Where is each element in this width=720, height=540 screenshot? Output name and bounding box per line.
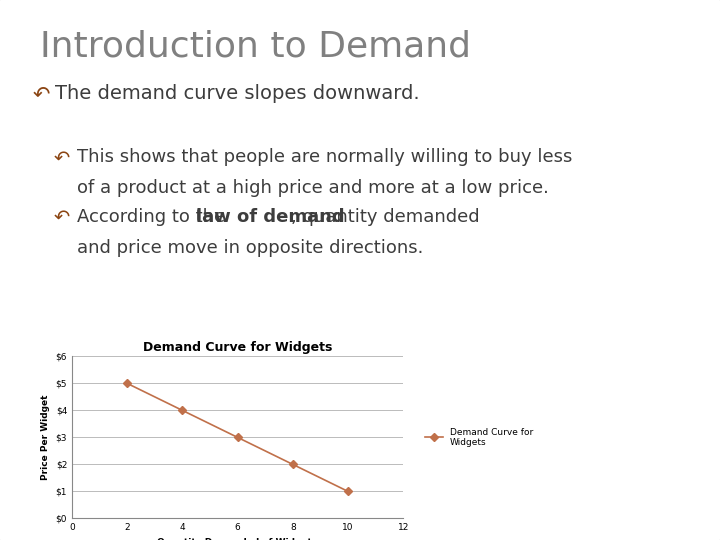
Text: According to the: According to the [77, 208, 231, 226]
Text: This shows that people are normally willing to buy less: This shows that people are normally will… [77, 148, 572, 166]
Demand Curve for
Widgets [343, 488, 352, 495]
Text: ↶: ↶ [54, 148, 71, 167]
Text: ↶: ↶ [54, 208, 71, 227]
Text: The demand curve slopes downward.: The demand curve slopes downward. [55, 84, 420, 103]
Y-axis label: Price Per Widget: Price Per Widget [41, 395, 50, 480]
Legend: Demand Curve for
Widgets: Demand Curve for Widgets [421, 424, 536, 451]
Text: and price move in opposite directions.: and price move in opposite directions. [77, 239, 423, 256]
X-axis label: Quantity Demanded of Widgets: Quantity Demanded of Widgets [158, 538, 318, 540]
Demand Curve for
Widgets [289, 461, 297, 468]
Title: Demand Curve for Widgets: Demand Curve for Widgets [143, 341, 333, 354]
Text: Introduction to Demand: Introduction to Demand [40, 30, 471, 64]
Text: of a product at a high price and more at a low price.: of a product at a high price and more at… [77, 179, 549, 197]
Text: law of demand: law of demand [196, 208, 344, 226]
Line: Demand Curve for
Widgets: Demand Curve for Widgets [125, 381, 351, 494]
Demand Curve for
Widgets [233, 434, 242, 441]
Demand Curve for
Widgets [178, 407, 186, 414]
Text: ↶: ↶ [32, 84, 50, 104]
Text: , quantity demanded: , quantity demanded [291, 208, 480, 226]
Demand Curve for
Widgets [123, 380, 132, 387]
